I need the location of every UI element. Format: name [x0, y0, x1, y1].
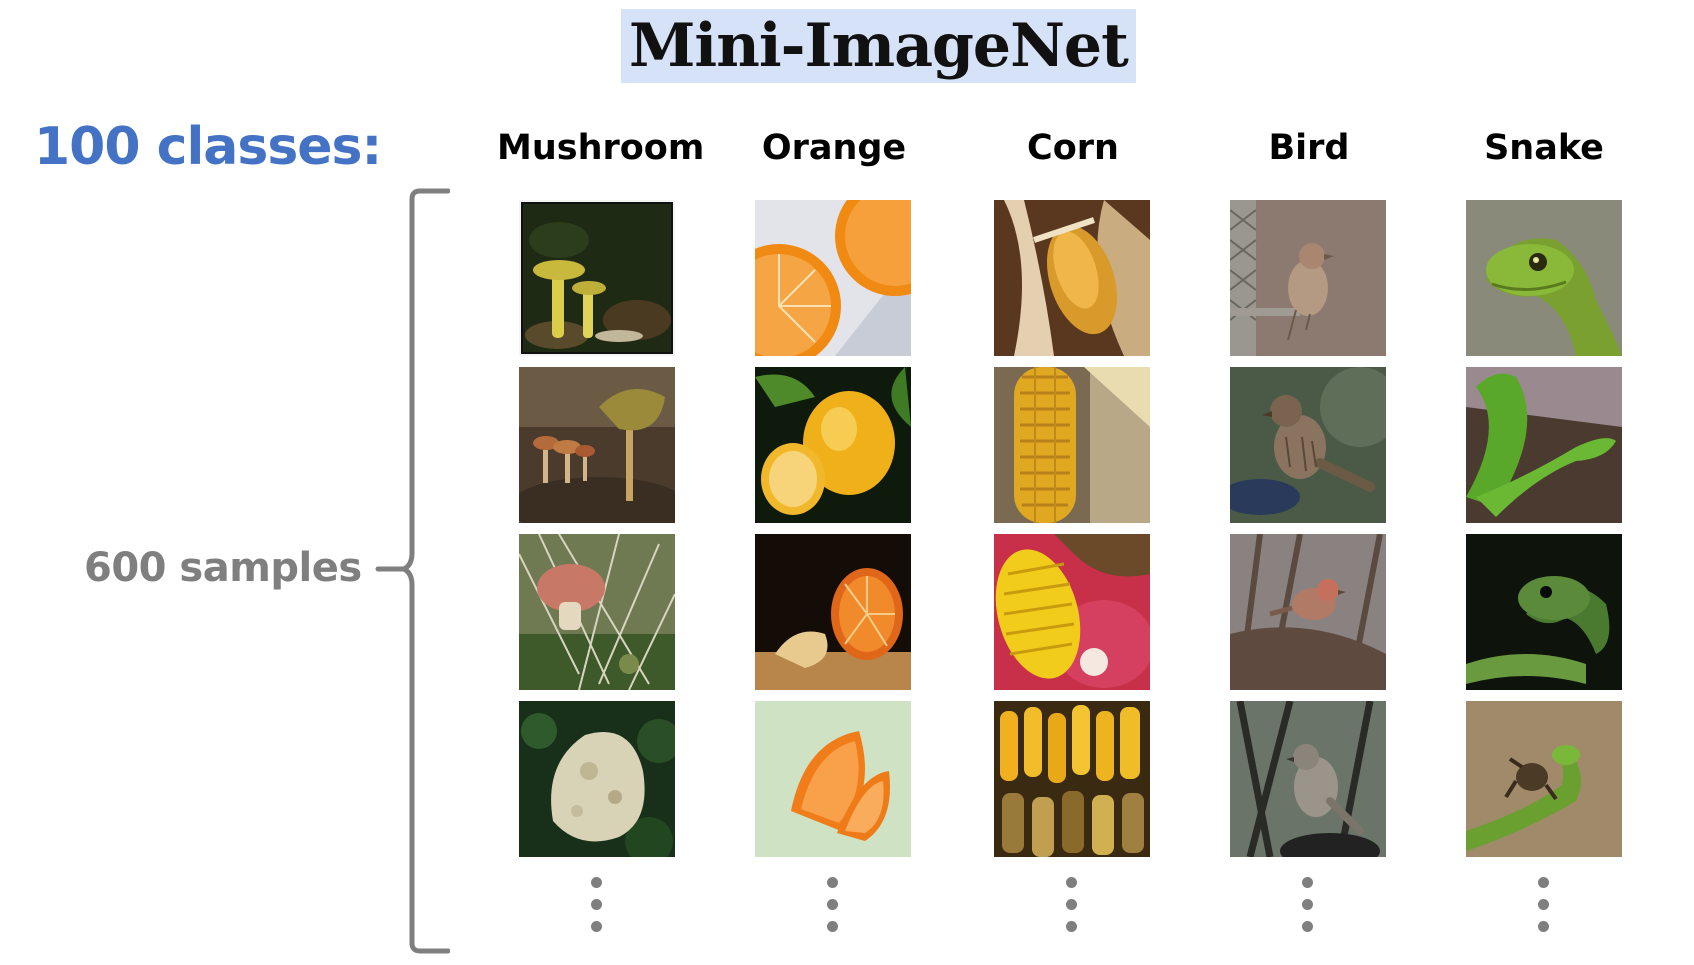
bird-image-3	[1230, 534, 1386, 690]
page-title: Mini-ImageNet	[621, 9, 1136, 83]
bird-image-2	[1230, 367, 1386, 523]
column-label-mushroom: Mushroom	[497, 128, 705, 168]
more-samples-ellipsis-orange	[827, 877, 839, 943]
column-label-corn: Corn	[1027, 128, 1119, 168]
corn-image-1	[994, 200, 1150, 356]
more-samples-ellipsis-snake	[1538, 877, 1550, 943]
snake-image-3	[1466, 534, 1622, 690]
corn-image-3	[994, 534, 1150, 690]
more-samples-ellipsis-bird	[1302, 877, 1314, 943]
snake-image-1	[1466, 200, 1622, 356]
corn-image-2	[994, 367, 1150, 523]
snake-image-2	[1466, 367, 1622, 523]
column-label-bird: Bird	[1268, 128, 1350, 168]
more-samples-ellipsis-mushroom	[591, 877, 603, 943]
samples-bracket	[375, 188, 450, 954]
mushroom-image-2	[519, 367, 675, 523]
mushroom-image-3	[519, 534, 675, 690]
snake-image-4	[1466, 701, 1622, 857]
column-label-orange: Orange	[761, 128, 907, 168]
mushroom-image-4	[519, 701, 675, 857]
orange-image-2	[755, 367, 911, 523]
bird-image-4	[1230, 701, 1386, 857]
samples-count-label: 600 samples	[84, 545, 362, 591]
bird-image-1	[1230, 200, 1386, 356]
more-samples-ellipsis-corn	[1066, 877, 1078, 943]
orange-image-1	[755, 200, 911, 356]
orange-image-4	[755, 701, 911, 857]
orange-image-3	[755, 534, 911, 690]
classes-count-label: 100 classes:	[34, 117, 382, 177]
mushroom-image-1	[519, 200, 675, 356]
corn-image-4	[994, 701, 1150, 857]
column-label-snake: Snake	[1484, 128, 1604, 168]
